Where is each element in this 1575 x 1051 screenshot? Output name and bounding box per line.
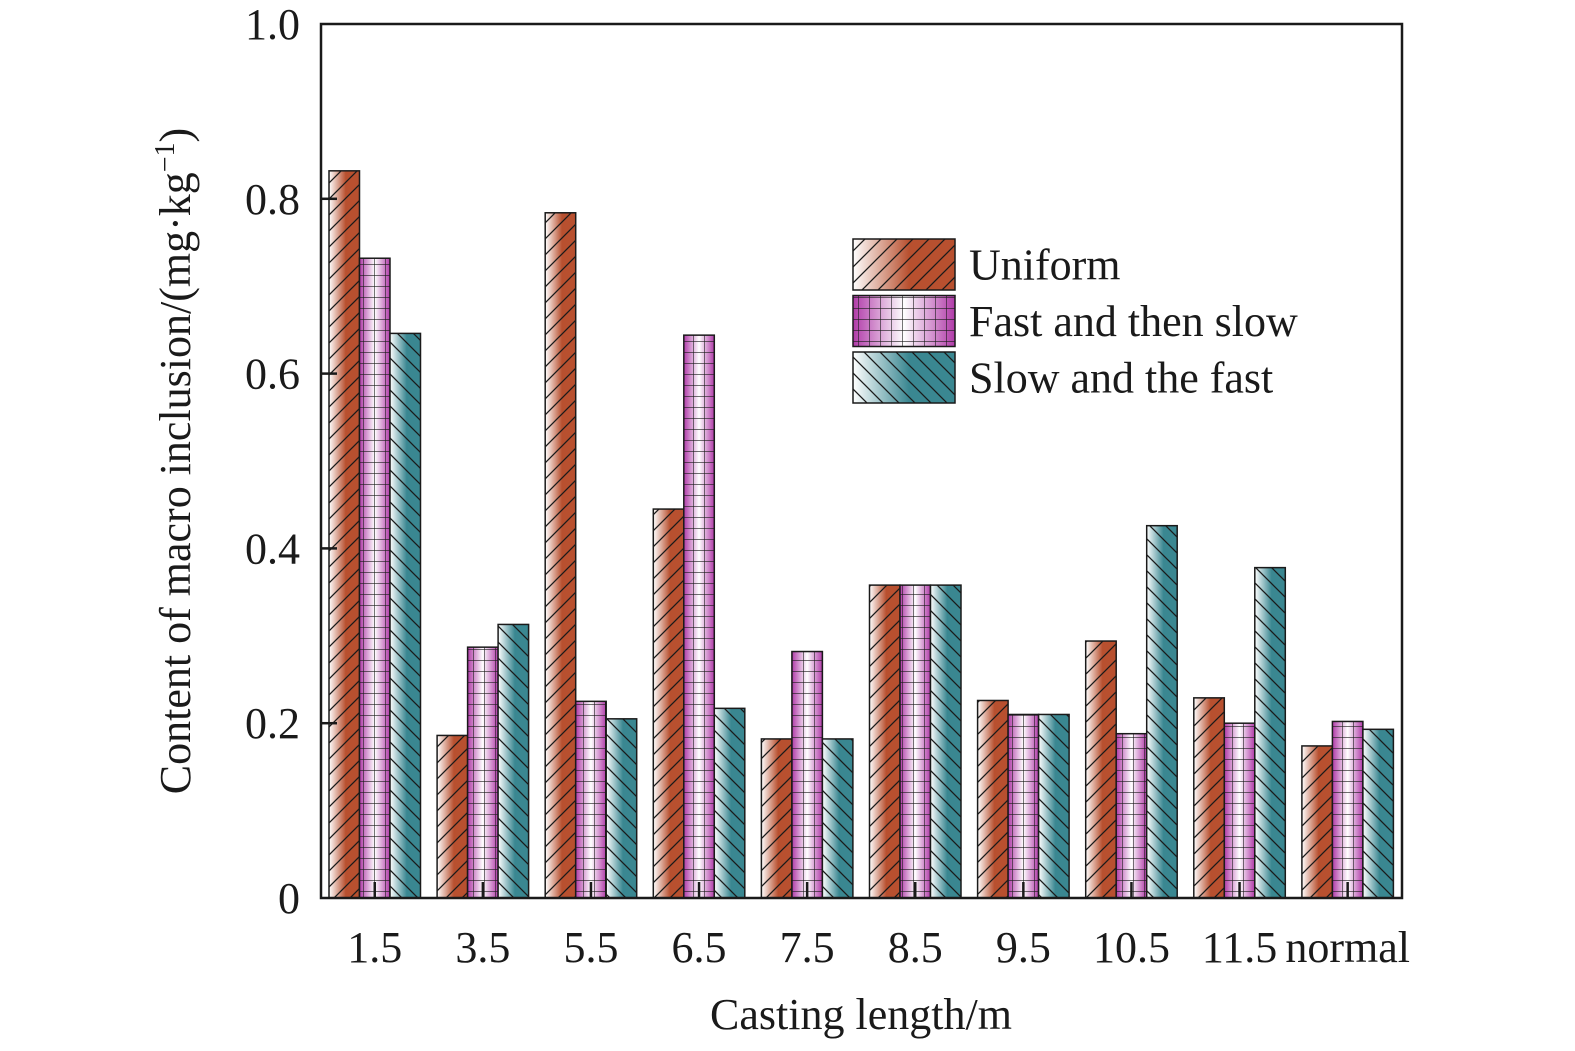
bars-layer [328, 170, 1395, 899]
bar-hatch [1007, 713, 1040, 899]
bar-uniform-9.5 [976, 699, 1009, 899]
bar-hatch [652, 508, 685, 899]
bar-hatch [1193, 697, 1226, 899]
bar-fast-and-then-slow-6.5 [683, 334, 716, 899]
bar-hatch [1115, 732, 1148, 899]
bar-slow-and-the-fast-8.5 [929, 584, 962, 899]
x-tick-label: 9.5 [996, 923, 1051, 972]
bar-slow-and-the-fast-11.5 [1254, 566, 1287, 899]
bar-slow-and-the-fast-1.5 [389, 332, 422, 899]
bar-hatch [868, 584, 901, 899]
bar-fast-and-then-slow-5.5 [574, 700, 607, 899]
bar-hatch [436, 734, 469, 899]
y-ticks [321, 197, 337, 725]
bar-hatch [1254, 566, 1287, 899]
bar-hatch [1331, 720, 1364, 899]
bar-uniform-3.5 [436, 734, 469, 899]
bar-hatch [1223, 722, 1256, 899]
bar-uniform-normal [1301, 745, 1334, 899]
y-tick-label: 0.4 [245, 524, 300, 573]
bar-uniform-1.5 [328, 170, 361, 899]
bar-hatch [1037, 713, 1070, 899]
legend-item-slow-and-the-fast: Slow and the fast [852, 351, 1273, 404]
bar-hatch [899, 584, 932, 899]
bar-hatch [574, 700, 607, 899]
x-tick-label: 6.5 [672, 923, 727, 972]
y-tick-label: 0.6 [245, 350, 300, 399]
bar-hatch [1145, 524, 1178, 899]
y-axis-title-close: ) [151, 128, 200, 143]
bar-slow-and-the-fast-normal [1362, 728, 1395, 899]
bar-hatch [328, 170, 361, 899]
bar-fast-and-then-slow-9.5 [1007, 713, 1040, 899]
bar-fast-and-then-slow-11.5 [1223, 722, 1256, 899]
x-tick-label: 7.5 [780, 923, 835, 972]
legend: Uniform Fast and then slow Slow and the fa… [852, 238, 1298, 404]
legend-label: Uniform [969, 241, 1121, 290]
y-axis-title-main: Content of macro inclusion/(mg·kg [151, 172, 200, 794]
x-tick-label: 1.5 [347, 923, 402, 972]
x-axis-title: Casting length/m [710, 990, 1012, 1039]
bar-hatch [821, 738, 854, 899]
bar-hatch [605, 718, 638, 899]
bar-slow-and-the-fast-3.5 [497, 623, 530, 899]
bar-fast-and-then-slow-7.5 [791, 650, 824, 899]
bar-hatch [1301, 745, 1334, 899]
bar-hatch [497, 623, 530, 899]
y-axis-title: Content of macro inclusion/(mg·kg−1) [150, 128, 200, 794]
bar-fast-and-then-slow-8.5 [899, 584, 932, 899]
bar-hatch [929, 584, 962, 899]
bar-uniform-11.5 [1193, 697, 1226, 899]
bar-hatch [466, 646, 499, 899]
bar-fast-and-then-slow-10.5 [1115, 732, 1148, 899]
legend-swatch [852, 238, 956, 291]
bar-slow-and-the-fast-7.5 [821, 738, 854, 899]
bar-hatch [358, 257, 391, 899]
bar-hatch [389, 332, 422, 899]
bar-uniform-7.5 [760, 738, 793, 899]
plot-frame [319, 22, 1404, 900]
x-ticks [373, 882, 1349, 898]
bar-uniform-6.5 [652, 508, 685, 899]
bar-hatch [1084, 640, 1117, 899]
bar-hatch [760, 738, 793, 899]
x-tick-labels: 1.5 3.5 5.5 6.5 7.5 8.5 9.5 10.5 11.5 normal [347, 923, 1410, 972]
x-tick-label: normal [1285, 923, 1410, 972]
bar-slow-and-the-fast-6.5 [713, 707, 746, 899]
bar-hatch [791, 650, 824, 899]
y-tick-labels: 0 0.2 0.4 0.6 0.8 1.0 [245, 0, 300, 923]
bar-slow-and-the-fast-9.5 [1037, 713, 1070, 899]
x-tick-label: 5.5 [563, 923, 618, 972]
bar-uniform-10.5 [1084, 640, 1117, 899]
bar-hatch [976, 699, 1009, 899]
bar-fast-and-then-slow-normal [1331, 720, 1364, 899]
legend-item-uniform: Uniform [852, 238, 1121, 291]
bar-hatch [683, 334, 716, 899]
bar-uniform-8.5 [868, 584, 901, 899]
x-tick-label: 11.5 [1202, 923, 1277, 972]
y-tick-label: 0 [278, 874, 300, 923]
bar-hatch [1362, 728, 1395, 899]
legend-label: Slow and the fast [969, 354, 1273, 403]
bar-slow-and-the-fast-10.5 [1145, 524, 1178, 899]
bar-hatch [544, 212, 577, 899]
bar-slow-and-the-fast-5.5 [605, 718, 638, 899]
legend-swatch [852, 294, 956, 348]
legend-label: Fast and then slow [969, 297, 1298, 346]
bar-fast-and-then-slow-1.5 [358, 257, 391, 899]
x-tick-label: 3.5 [455, 923, 510, 972]
x-tick-label: 10.5 [1093, 923, 1170, 972]
y-tick-label: 0.8 [245, 175, 300, 224]
legend-item-fast-and-then-slow: Fast and then slow [852, 294, 1298, 348]
bar-uniform-5.5 [544, 212, 577, 899]
x-tick-label: 8.5 [888, 923, 943, 972]
bar-fast-and-then-slow-3.5 [466, 646, 499, 899]
y-tick-label: 0.2 [245, 699, 300, 748]
legend-swatch [852, 351, 956, 404]
y-axis-title-superscript: −1 [150, 142, 181, 172]
y-tick-label: 1.0 [245, 0, 300, 49]
bar-hatch [713, 707, 746, 899]
